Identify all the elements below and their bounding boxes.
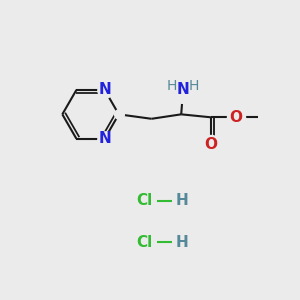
Text: N: N [176, 82, 189, 97]
Text: O: O [230, 110, 243, 125]
Text: Cl: Cl [136, 193, 152, 208]
Text: O: O [204, 136, 218, 152]
Text: H: H [176, 235, 188, 250]
Text: N: N [98, 82, 111, 98]
Text: N: N [98, 131, 111, 146]
Text: H: H [189, 79, 199, 92]
Text: H: H [166, 79, 177, 92]
Text: H: H [176, 193, 188, 208]
Text: Cl: Cl [136, 235, 152, 250]
